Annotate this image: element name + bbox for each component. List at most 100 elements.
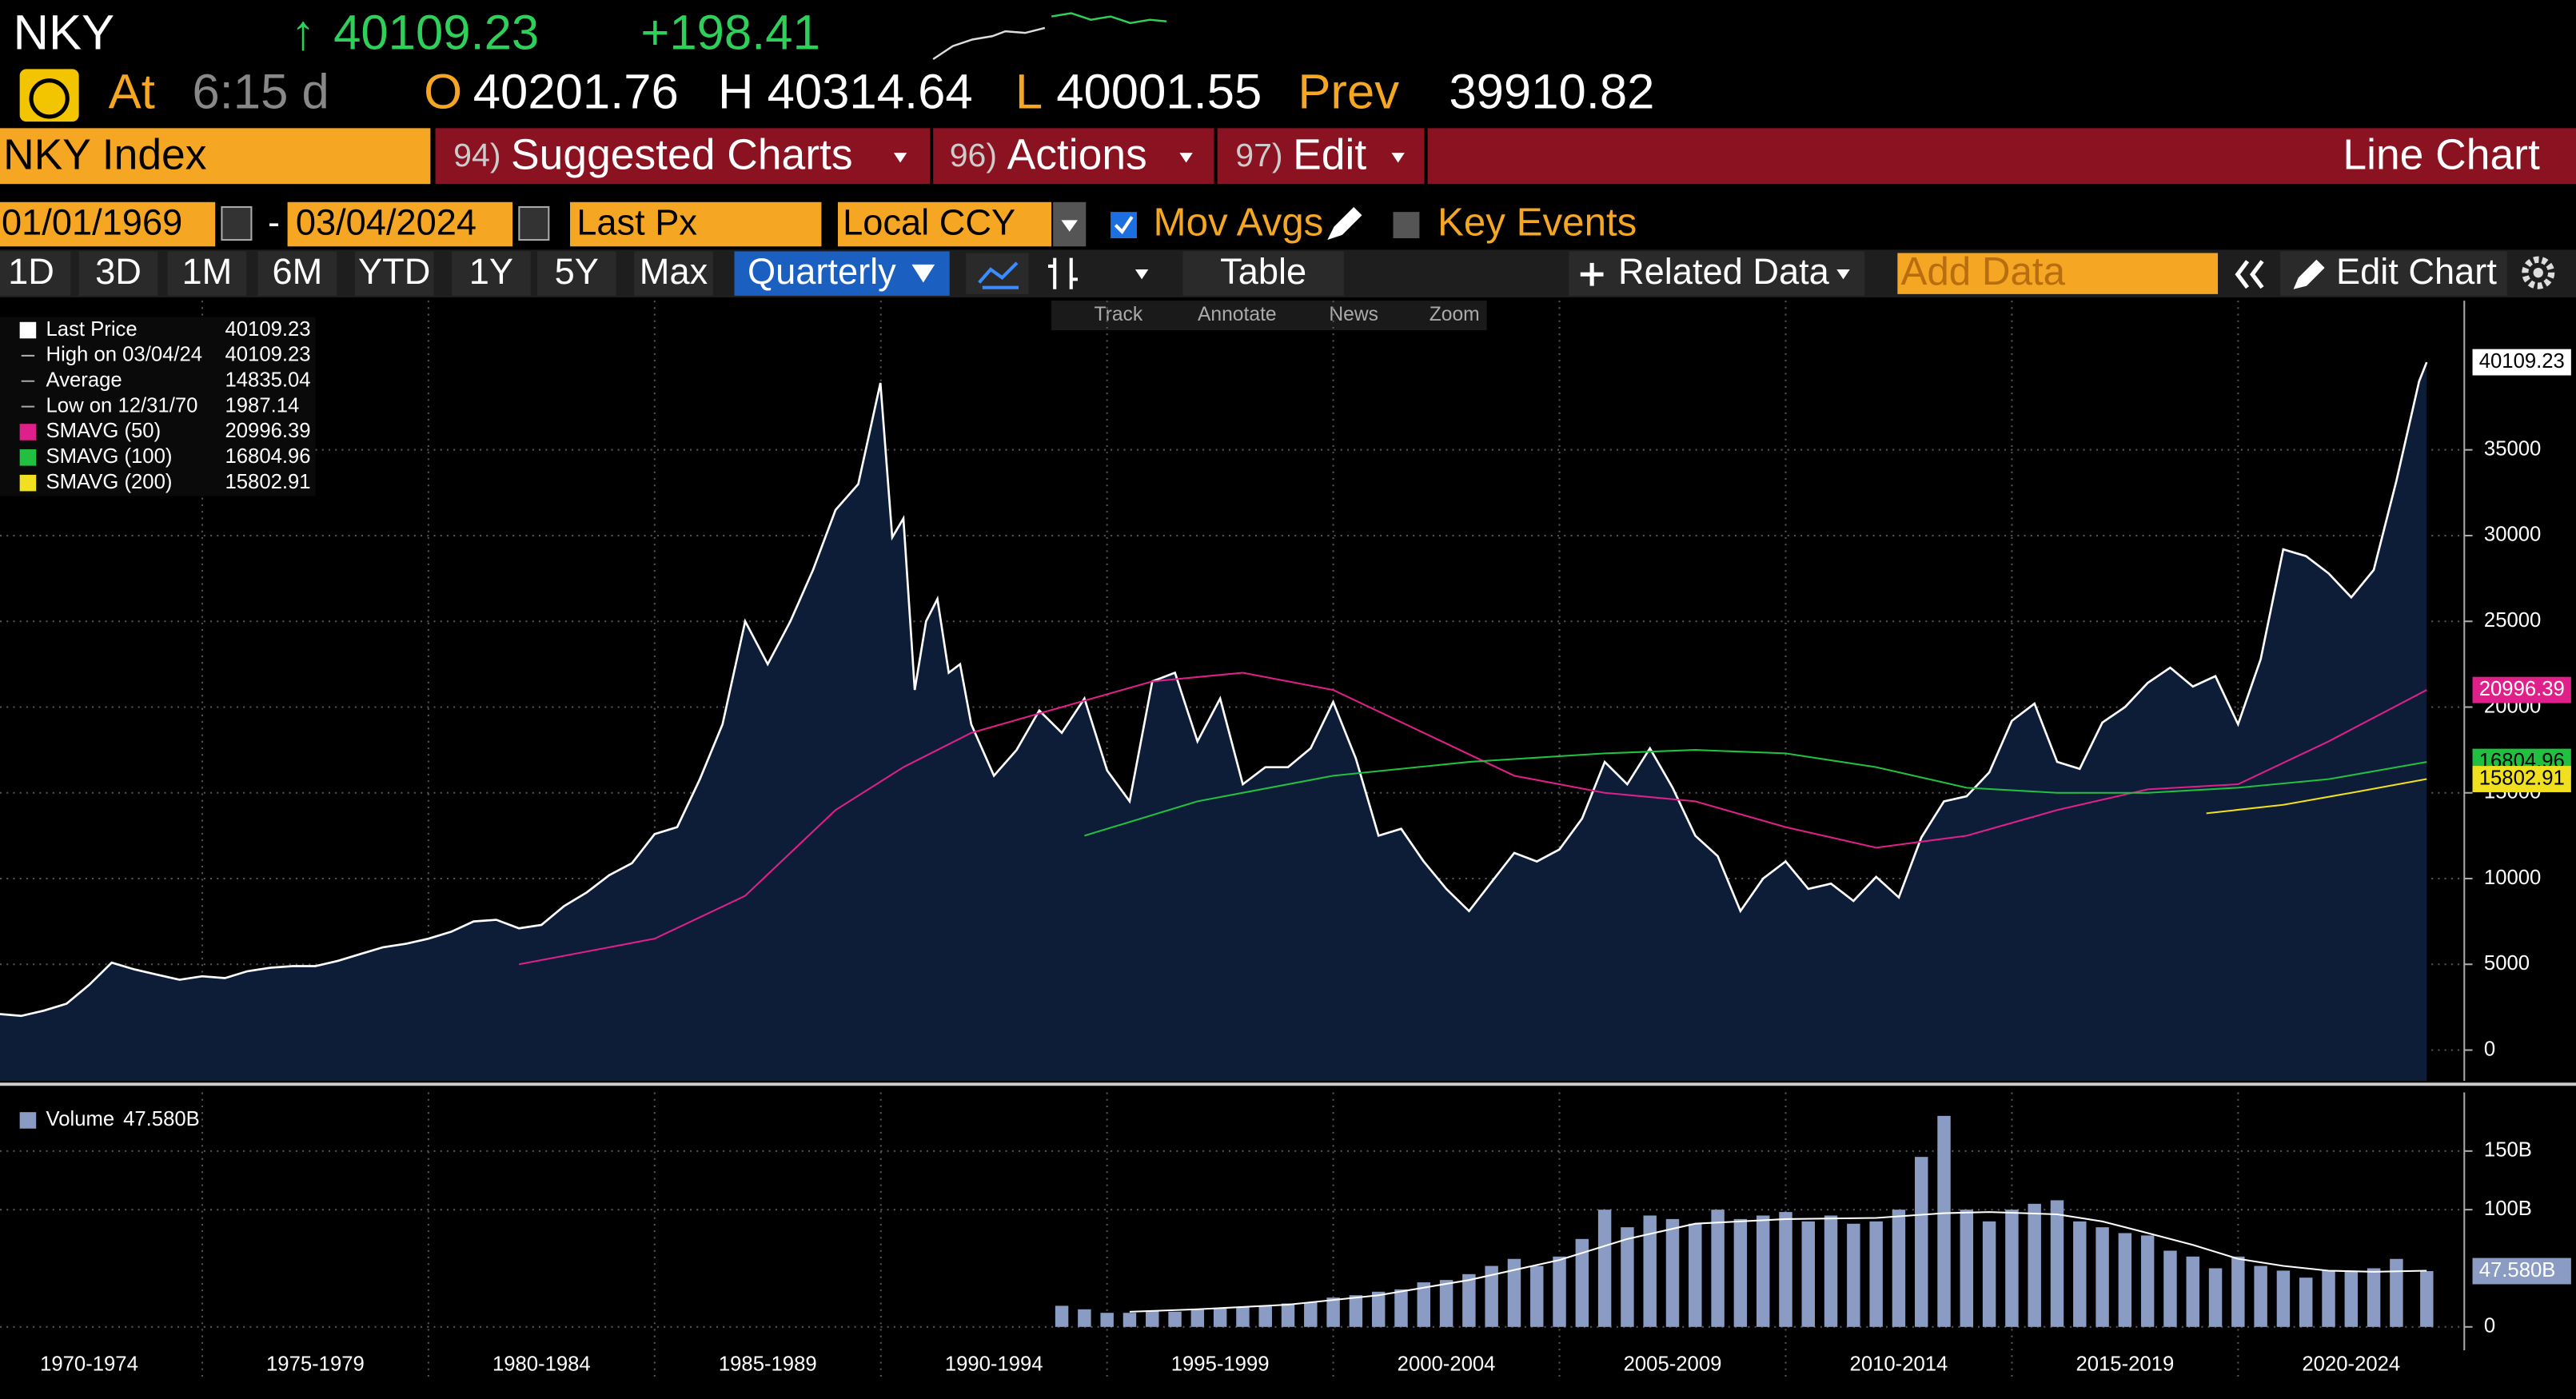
prev-label: Prev bbox=[1298, 65, 1399, 120]
field-box[interactable] bbox=[570, 201, 822, 247]
last-value-tag bbox=[2472, 676, 2571, 703]
time: 6:15 d bbox=[192, 65, 329, 120]
volume-bar bbox=[1643, 1215, 1657, 1327]
volume-bar bbox=[1575, 1238, 1589, 1327]
security-box[interactable] bbox=[0, 128, 431, 185]
volume-bar bbox=[1281, 1303, 1295, 1327]
legend-label: Average bbox=[46, 369, 122, 392]
volume-bar bbox=[1304, 1302, 1318, 1327]
volume-bar bbox=[2118, 1233, 2132, 1327]
period-button[interactable] bbox=[452, 251, 531, 296]
volume-bar bbox=[1597, 1210, 1612, 1327]
legend-value: 40109.23 bbox=[225, 344, 311, 366]
period-button[interactable] bbox=[167, 251, 247, 296]
menu-suggested-charts[interactable]: Suggested Charts bbox=[511, 131, 853, 178]
legend-label: SMAVG (100) bbox=[46, 445, 173, 468]
menu-number: 94) bbox=[453, 137, 500, 173]
volume-bar bbox=[1824, 1215, 1838, 1327]
volume-bar bbox=[1326, 1297, 1340, 1327]
legend-value: 47.580B bbox=[123, 1108, 200, 1130]
frequency-button[interactable] bbox=[734, 251, 950, 296]
legend-value: 1987.14 bbox=[225, 394, 300, 417]
end-date-box[interactable] bbox=[287, 201, 513, 247]
menu-edit[interactable]: Edit bbox=[1293, 131, 1366, 178]
volume-bar bbox=[2073, 1221, 2087, 1327]
volume-bar bbox=[1055, 1305, 1069, 1327]
period-button[interactable] bbox=[0, 251, 71, 296]
tool-zoom[interactable]: Zoom bbox=[1430, 304, 1480, 325]
volume-bar bbox=[1621, 1227, 1634, 1327]
prev: 39910.82 bbox=[1449, 65, 1654, 120]
volume-bar bbox=[1915, 1157, 1928, 1327]
x-tick-label: 1985-1989 bbox=[719, 1353, 817, 1375]
bar-style-icon[interactable] bbox=[1047, 257, 1078, 289]
add-data-input[interactable] bbox=[1897, 253, 2219, 294]
legend-label: Low on 12/31/70 bbox=[46, 394, 198, 417]
volume-bar bbox=[2050, 1200, 2064, 1327]
collapse-icon[interactable] bbox=[2235, 260, 2264, 289]
x-tick-label: 2010-2014 bbox=[1850, 1353, 1948, 1375]
last-value-tag bbox=[2472, 766, 2571, 792]
legend-value: 20996.39 bbox=[225, 420, 311, 442]
settings-icon bbox=[2533, 267, 2543, 278]
volume-bar bbox=[1530, 1265, 1544, 1327]
volume-bar bbox=[1100, 1313, 1114, 1327]
line-chart-icon bbox=[978, 261, 1019, 284]
related-data-button[interactable] bbox=[1569, 251, 1865, 296]
volume-bar bbox=[1236, 1306, 1250, 1327]
volume-bar bbox=[2344, 1270, 2359, 1327]
start-date-box[interactable] bbox=[0, 201, 216, 247]
volume-bar bbox=[1417, 1282, 1430, 1327]
tool-track[interactable]: Track bbox=[1095, 304, 1143, 325]
y-tick-label: 10000 bbox=[2484, 867, 2541, 889]
x-tick-label: 1990-1994 bbox=[945, 1353, 1043, 1375]
period-button[interactable] bbox=[78, 251, 158, 296]
x-tick-label: 2020-2024 bbox=[2302, 1353, 2400, 1375]
volume-bar bbox=[1168, 1311, 1182, 1327]
x-tick-label: 2000-2004 bbox=[1398, 1353, 1496, 1375]
mov-avgs: Mov Avgs bbox=[1154, 201, 1324, 245]
area-fill bbox=[0, 362, 2427, 1082]
volume-bar bbox=[1779, 1212, 1792, 1327]
volume-bar bbox=[1847, 1223, 1860, 1327]
period-button[interactable] bbox=[354, 251, 434, 296]
legend-swatch bbox=[19, 424, 37, 440]
x-tick-label: 1970-1974 bbox=[40, 1353, 138, 1375]
volume-bar bbox=[1349, 1295, 1363, 1327]
tool-news[interactable]: News bbox=[1329, 304, 1378, 325]
settings-icon[interactable] bbox=[2522, 256, 2555, 289]
currency-box[interactable] bbox=[837, 201, 1052, 247]
key-events-checkbox[interactable] bbox=[1393, 212, 1420, 238]
calendar-icon[interactable] bbox=[221, 205, 253, 241]
volume-bar bbox=[2299, 1277, 2313, 1327]
y-tick-label: 150B bbox=[2484, 1139, 2532, 1162]
tool-annotate[interactable]: Annotate bbox=[1198, 304, 1277, 325]
delay-icon-dial bbox=[29, 78, 70, 119]
y-tick-label: 5000 bbox=[2484, 952, 2530, 975]
legend-label: Volume bbox=[46, 1108, 115, 1130]
volume-bar bbox=[1665, 1218, 1680, 1327]
date-separator: - bbox=[268, 201, 280, 242]
dropdown-arrow[interactable] bbox=[1134, 269, 1149, 280]
legend-value: 16804.96 bbox=[225, 445, 311, 468]
frequency: Quarterly bbox=[748, 251, 896, 292]
calendar-icon[interactable] bbox=[518, 205, 550, 241]
pencil-icon[interactable] bbox=[1327, 206, 1362, 241]
x-tick-label: 1980-1984 bbox=[492, 1353, 591, 1375]
field: Last Px bbox=[576, 201, 697, 242]
y-tick-label: 35000 bbox=[2484, 437, 2541, 460]
period-button[interactable] bbox=[634, 251, 713, 296]
legend-value: 15802.91 bbox=[225, 471, 311, 493]
period-button[interactable] bbox=[536, 251, 616, 296]
last-value-label: 15802.91 bbox=[2479, 767, 2565, 789]
legend-label: Last Price bbox=[46, 318, 138, 341]
y-tick-label: 30000 bbox=[2484, 524, 2541, 546]
volume-bar bbox=[1892, 1210, 1906, 1327]
menu-actions[interactable]: Actions bbox=[1007, 131, 1147, 178]
mov-avgs-checkbox[interactable] bbox=[1111, 212, 1137, 238]
period-button[interactable] bbox=[257, 251, 337, 296]
volume-bar bbox=[2322, 1270, 2335, 1327]
table-button[interactable] bbox=[1182, 251, 1344, 296]
legend-swatch bbox=[19, 449, 37, 466]
dropdown-arrow bbox=[1836, 269, 1850, 280]
